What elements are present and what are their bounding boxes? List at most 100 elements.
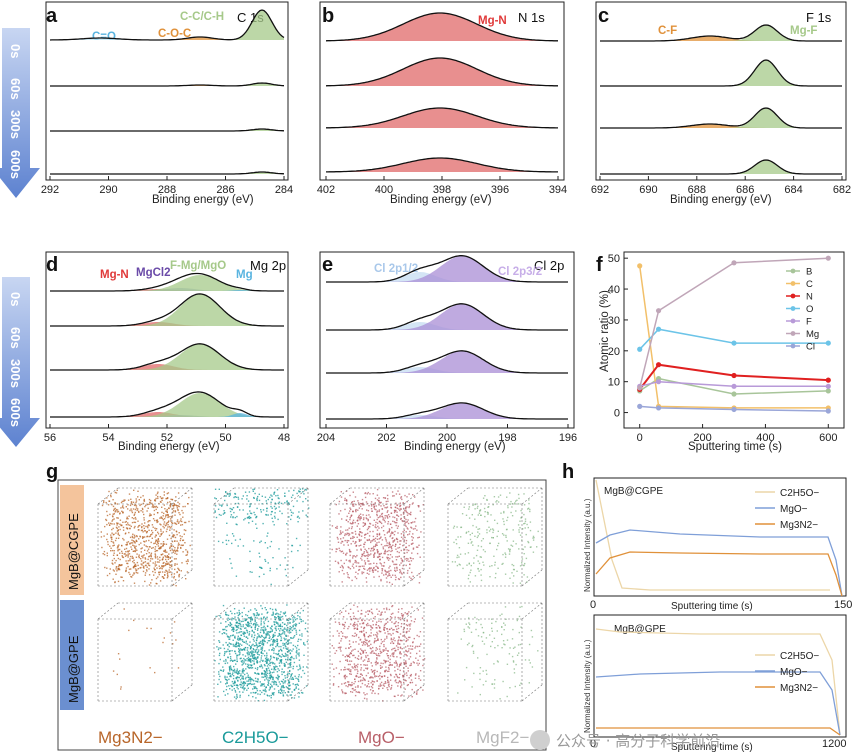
peak-a-c-o-c: C-O-C <box>158 28 191 40</box>
particle <box>276 622 279 624</box>
particle <box>397 648 399 651</box>
particle <box>406 501 408 503</box>
particle <box>387 621 389 623</box>
peak-component <box>326 158 558 172</box>
particle <box>509 503 511 505</box>
particle <box>273 649 275 652</box>
particle <box>223 512 226 514</box>
particle <box>385 500 387 503</box>
particle <box>138 556 140 559</box>
particle <box>167 575 169 578</box>
particle <box>389 534 392 537</box>
particle <box>299 616 301 618</box>
particle <box>131 510 133 512</box>
xtick-label: 688 <box>688 184 706 196</box>
particle <box>378 575 380 578</box>
particle <box>343 627 345 630</box>
particle <box>357 610 359 612</box>
particle <box>344 674 346 676</box>
particle <box>348 643 351 645</box>
particle <box>373 506 375 509</box>
particle <box>474 518 476 520</box>
particle <box>411 536 413 538</box>
particle <box>237 498 240 500</box>
particle <box>122 505 124 507</box>
particle <box>359 676 362 678</box>
particle <box>417 645 419 648</box>
particle <box>277 635 279 637</box>
particle <box>232 677 235 680</box>
particle <box>253 662 255 664</box>
particle <box>155 582 157 585</box>
particle <box>269 662 272 664</box>
xtick-label: 200 <box>438 432 456 444</box>
particle <box>164 571 166 573</box>
particle <box>392 516 394 518</box>
particle <box>274 608 277 610</box>
particle <box>219 615 221 617</box>
particle <box>140 542 142 544</box>
particle <box>218 631 221 633</box>
particle <box>154 550 156 553</box>
particle <box>503 520 505 523</box>
particle <box>341 569 344 572</box>
particle <box>355 560 357 562</box>
particle <box>474 535 476 537</box>
particle <box>242 625 244 628</box>
particle <box>236 658 238 660</box>
particle <box>350 523 352 525</box>
series-line-C <box>638 265 829 409</box>
particle <box>134 504 137 506</box>
particle <box>477 657 479 659</box>
particle <box>106 554 108 557</box>
particle <box>154 499 156 502</box>
particle <box>370 608 373 610</box>
particle <box>249 512 252 514</box>
particle <box>264 619 267 621</box>
panel-h-top-xlabel: Sputtering time (s) <box>671 601 753 612</box>
particle <box>117 580 120 583</box>
particle <box>142 495 144 497</box>
particle <box>473 672 475 675</box>
particle <box>529 521 532 523</box>
particle <box>396 663 398 665</box>
particle <box>277 502 280 504</box>
particle <box>392 561 394 563</box>
particle <box>271 608 274 611</box>
particle <box>393 563 395 566</box>
particle <box>496 630 498 632</box>
particle <box>380 513 383 515</box>
particle <box>389 554 392 556</box>
particle <box>414 647 416 649</box>
particle <box>227 624 230 626</box>
particle <box>175 504 177 506</box>
particle <box>281 671 283 673</box>
particle <box>279 623 282 626</box>
particle <box>246 630 248 632</box>
particle <box>225 633 228 635</box>
particle <box>352 505 354 507</box>
particle <box>248 653 251 656</box>
particle <box>341 550 344 552</box>
particle <box>125 560 127 562</box>
particle <box>239 696 241 698</box>
particle <box>384 681 387 683</box>
particle <box>266 535 268 537</box>
particle <box>177 509 179 512</box>
particle <box>356 606 359 608</box>
particle <box>161 571 164 573</box>
particle <box>476 507 479 509</box>
particle <box>401 639 403 642</box>
particle <box>259 661 261 663</box>
particle <box>253 613 256 615</box>
particle <box>246 649 249 651</box>
particle <box>403 681 405 684</box>
particle <box>153 505 155 508</box>
point-Cl <box>637 403 643 409</box>
particle <box>299 667 302 669</box>
particle <box>237 676 239 679</box>
particle <box>266 660 268 662</box>
xtick-label: 394 <box>549 184 567 196</box>
particle <box>458 547 461 549</box>
particle <box>270 505 272 508</box>
